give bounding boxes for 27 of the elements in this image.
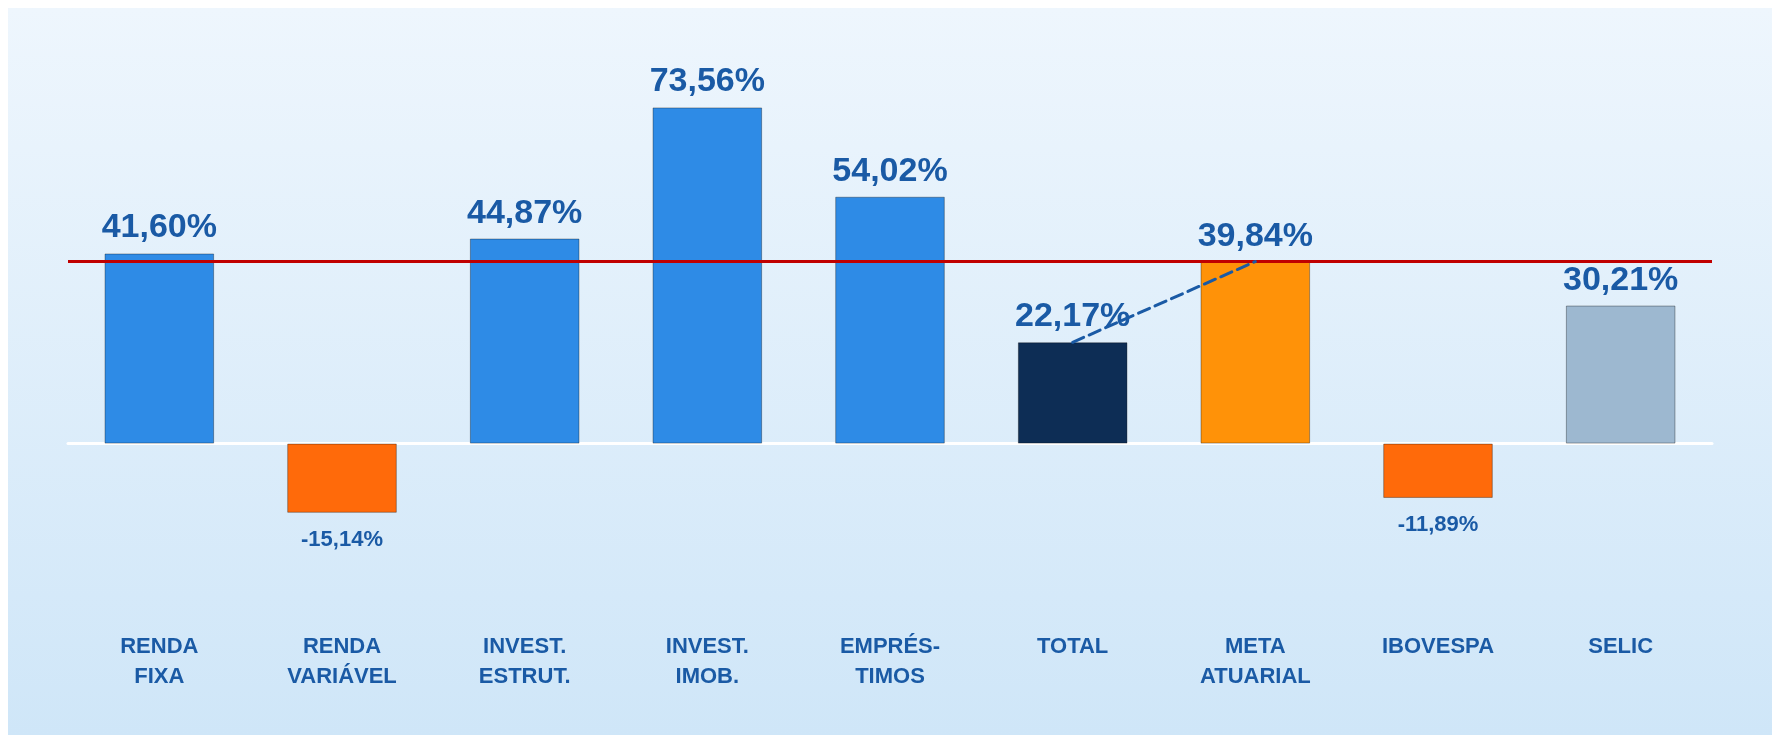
bar <box>1383 443 1493 498</box>
bar <box>469 238 580 444</box>
data-label: 73,56% <box>649 60 765 99</box>
x-tick-label: SELIC <box>1588 632 1654 658</box>
bar <box>835 196 945 444</box>
data-label: -11,89% <box>1397 511 1479 537</box>
bar <box>1200 261 1311 444</box>
x-tick-label: RENDA VARIÁVEL <box>287 632 397 688</box>
x-tick-label: RENDA FIXA <box>120 632 199 688</box>
x-tick-label: INVEST. ESTRUT. <box>478 632 571 688</box>
x-tick-label: EMPRÉS- TIMOS <box>839 632 941 688</box>
data-label: 54,02% <box>832 149 948 188</box>
data-label: 22,17% <box>1015 295 1131 334</box>
bar <box>652 107 763 444</box>
data-label: 30,21% <box>1563 258 1679 297</box>
bar <box>1565 305 1676 444</box>
data-label: 39,84% <box>1197 214 1313 253</box>
data-label: 41,60% <box>101 206 217 245</box>
bar <box>104 253 215 444</box>
bar <box>1017 342 1128 444</box>
x-tick-label: INVEST. IMOB. <box>665 632 749 688</box>
x-tick-label: IBOVESPA <box>1381 632 1495 658</box>
x-tick-label: META ATUARIAL <box>1199 632 1311 688</box>
x-tick-label: TOTAL <box>1037 632 1109 658</box>
data-label: -15,14% <box>301 526 383 552</box>
data-label: 44,87% <box>467 191 583 230</box>
bar <box>287 443 397 513</box>
